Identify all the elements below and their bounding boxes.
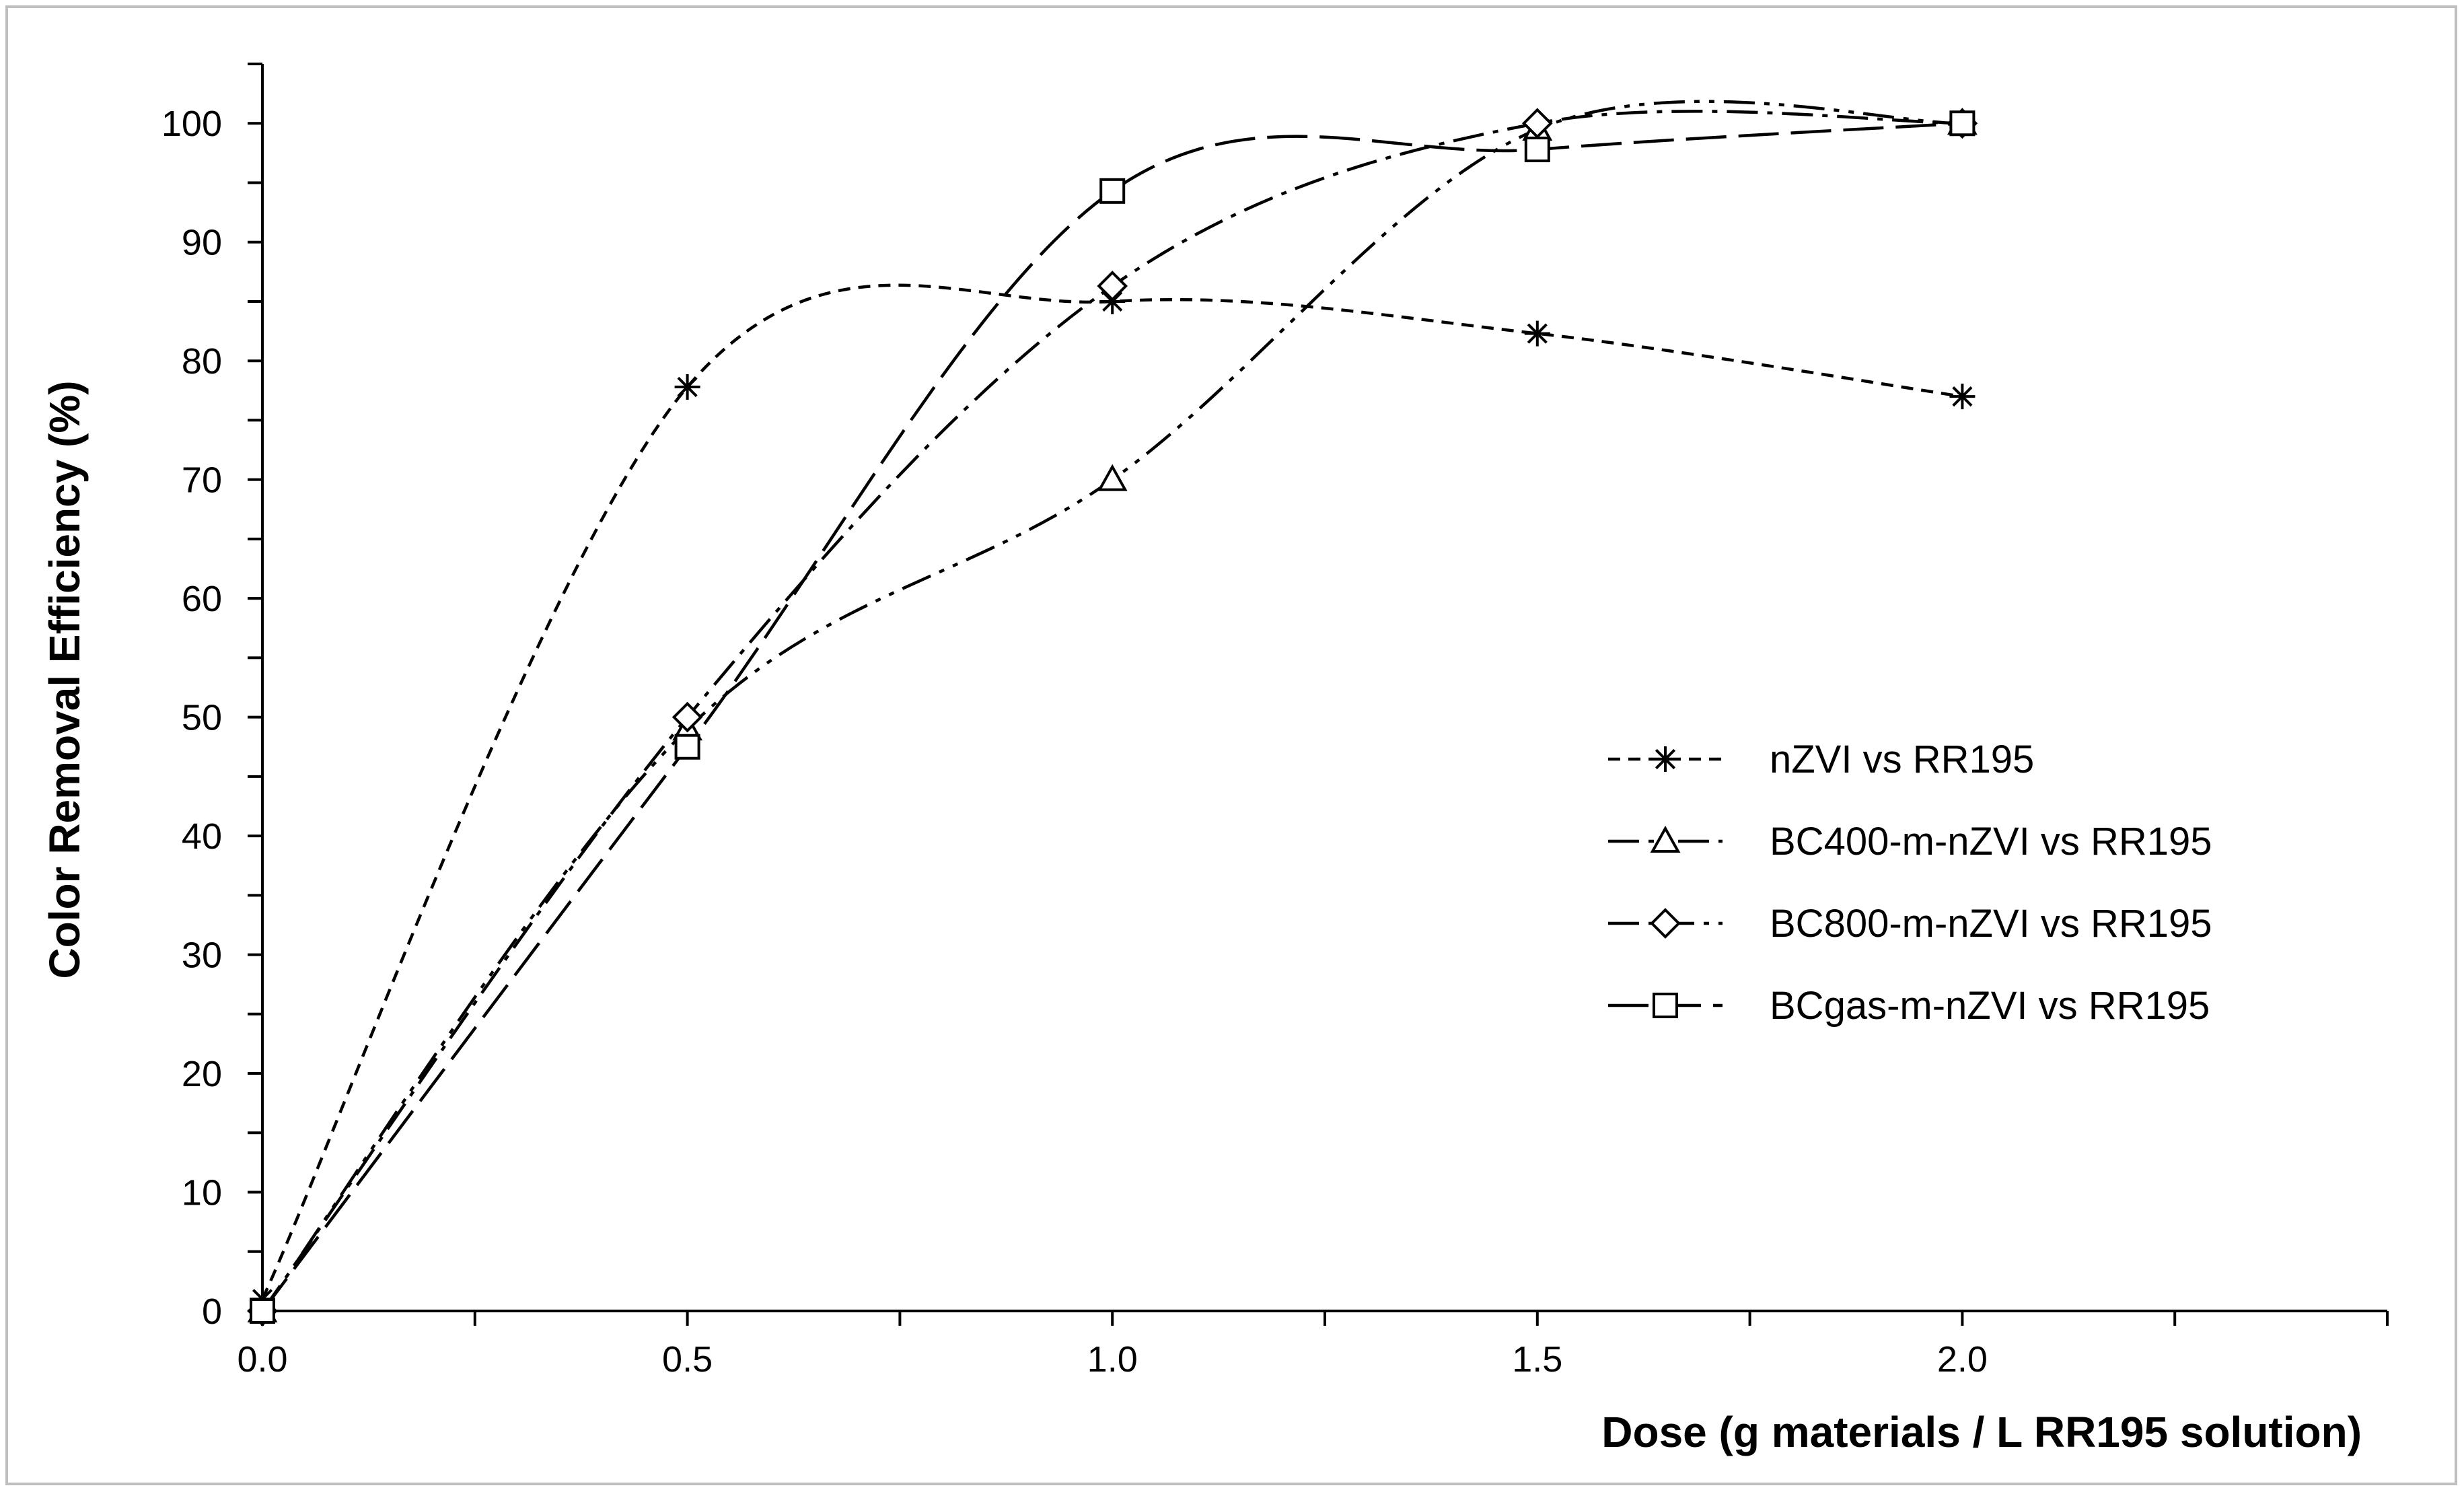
- y-tick-label: 30: [182, 935, 222, 976]
- axes: 0.0 0.5 1.0 1.5 2.0 0 10 20 30 40 50 60 70 80 90 100: [161, 63, 2389, 1380]
- legend-label: nZVI vs RR195: [1770, 738, 2034, 781]
- data-point-diamond: [672, 701, 703, 733]
- y-tick-label: 0: [202, 1291, 222, 1332]
- data-point-square: [1099, 178, 1126, 204]
- legend-item: BC400-m-nZVI vs RR195: [1608, 820, 2212, 863]
- series-line: [261, 121, 1963, 1312]
- legend-marker: [1650, 825, 1681, 853]
- legend-label: BC400-m-nZVI vs RR195: [1770, 820, 2212, 863]
- x-tick-label: 1.5: [1512, 1339, 1562, 1380]
- data-point-square: [674, 734, 700, 760]
- y-tick-label: 20: [182, 1054, 222, 1094]
- series-4: [250, 110, 1976, 1324]
- x-axis-title: Dose (g materials / L RR195 solution): [1601, 1408, 2362, 1456]
- series-line: [260, 283, 1963, 1300]
- data-point-diamond: [1097, 271, 1128, 301]
- series-line: [261, 110, 1963, 1312]
- legend-item: BC800-m-nZVI vs RR195: [1608, 902, 2212, 946]
- legend: nZVI vs RR195 BC400-m-nZVI vs RR195 BC800-…: [1608, 738, 2212, 1028]
- legend-item: BCgas-m-nZVI vs RR195: [1608, 984, 2210, 1028]
- y-axis-title: Color Removal Efficiency (%): [40, 380, 89, 979]
- data-point-triangle: [1097, 464, 1128, 491]
- y-tick-label: 40: [182, 816, 222, 857]
- legend-marker: [1650, 908, 1681, 939]
- y-tick-label: 10: [182, 1173, 222, 1213]
- x-tick-label: 2.0: [1937, 1339, 1988, 1380]
- legend-label: BC800-m-nZVI vs RR195: [1770, 902, 2212, 946]
- data-point-square: [1949, 110, 1976, 137]
- data-point-asterisk: [1524, 320, 1550, 347]
- series-1: [250, 283, 1976, 1312]
- legend-marker: [1653, 746, 1678, 772]
- x-tick-label: 1.0: [1087, 1339, 1138, 1380]
- y-tick-label: 60: [182, 579, 222, 619]
- data-point-square: [1524, 137, 1550, 163]
- y-tick-label: 90: [182, 223, 222, 263]
- data-point-square: [250, 1298, 275, 1324]
- y-tick-label: 80: [182, 341, 222, 382]
- data-point-asterisk: [1949, 384, 1976, 410]
- y-tick-label: 50: [182, 698, 222, 738]
- data-point-asterisk: [674, 374, 700, 400]
- legend-item: nZVI vs RR195: [1608, 738, 2034, 781]
- series-layer: [247, 100, 1978, 1326]
- legend-label: BCgas-m-nZVI vs RR195: [1770, 984, 2210, 1028]
- y-tick-label: 100: [161, 104, 222, 144]
- x-tick-label: 0.0: [237, 1339, 287, 1380]
- x-tick-label: 0.5: [662, 1339, 713, 1380]
- legend-marker: [1653, 993, 1678, 1018]
- chart-frame: [5, 5, 2457, 1485]
- series-3: [247, 108, 1978, 1326]
- y-tick-label: 70: [182, 460, 222, 501]
